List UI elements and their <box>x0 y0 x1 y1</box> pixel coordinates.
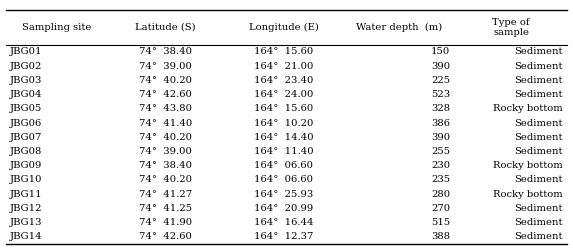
Text: 328: 328 <box>431 104 450 113</box>
Text: Sampling site: Sampling site <box>22 23 91 32</box>
Text: 230: 230 <box>431 161 450 170</box>
Text: 523: 523 <box>431 90 450 99</box>
Text: 74°  39.00: 74° 39.00 <box>139 62 192 71</box>
Text: 164°  12.37: 164° 12.37 <box>254 232 313 242</box>
Text: Rocky bottom: Rocky bottom <box>493 190 563 199</box>
Text: 164°  06.60: 164° 06.60 <box>254 176 313 185</box>
Text: 390: 390 <box>431 62 450 71</box>
Text: Water depth  (m): Water depth (m) <box>356 23 442 32</box>
Text: 74°  39.00: 74° 39.00 <box>139 147 192 156</box>
Text: 74°  40.20: 74° 40.20 <box>139 176 193 185</box>
Text: JBG08: JBG08 <box>10 147 43 156</box>
Text: 164°  11.40: 164° 11.40 <box>254 147 313 156</box>
Text: 164°  24.00: 164° 24.00 <box>254 90 313 99</box>
Text: 150: 150 <box>431 47 450 57</box>
Text: Sediment: Sediment <box>514 90 563 99</box>
Text: 164°  23.40: 164° 23.40 <box>254 76 313 85</box>
Text: Sediment: Sediment <box>514 47 563 57</box>
Text: 225: 225 <box>431 76 450 85</box>
Text: Latitude (S): Latitude (S) <box>135 23 196 32</box>
Text: JBG14: JBG14 <box>10 232 43 242</box>
Text: Sediment: Sediment <box>514 218 563 227</box>
Text: 235: 235 <box>431 176 450 185</box>
Text: JBG09: JBG09 <box>10 161 43 170</box>
Text: 74°  42.60: 74° 42.60 <box>139 232 192 242</box>
Text: JBG05: JBG05 <box>10 104 43 113</box>
Text: 164°  15.60: 164° 15.60 <box>254 104 313 113</box>
Text: 164°  21.00: 164° 21.00 <box>254 62 313 71</box>
Text: 74°  38.40: 74° 38.40 <box>139 161 193 170</box>
Text: Rocky bottom: Rocky bottom <box>493 104 563 113</box>
Text: 164°  15.60: 164° 15.60 <box>254 47 313 57</box>
Text: 515: 515 <box>431 218 450 227</box>
Text: Sediment: Sediment <box>514 176 563 185</box>
Text: 74°  40.20: 74° 40.20 <box>139 76 193 85</box>
Text: Sediment: Sediment <box>514 76 563 85</box>
Text: Longitude (E): Longitude (E) <box>249 23 319 32</box>
Text: Sediment: Sediment <box>514 204 563 213</box>
Text: Sediment: Sediment <box>514 62 563 71</box>
Text: 386: 386 <box>431 119 450 127</box>
Text: 270: 270 <box>431 204 450 213</box>
Text: 74°  41.40: 74° 41.40 <box>139 119 193 127</box>
Text: JBG07: JBG07 <box>10 133 43 142</box>
Text: Sediment: Sediment <box>514 133 563 142</box>
Text: 74°  40.20: 74° 40.20 <box>139 133 193 142</box>
Text: Sediment: Sediment <box>514 119 563 127</box>
Text: JBG10: JBG10 <box>10 176 43 185</box>
Text: Sediment: Sediment <box>514 147 563 156</box>
Text: JBG03: JBG03 <box>10 76 43 85</box>
Text: 74°  41.90: 74° 41.90 <box>139 218 193 227</box>
Text: JBG02: JBG02 <box>10 62 43 71</box>
Text: 164°  14.40: 164° 14.40 <box>254 133 313 142</box>
Text: 74°  41.27: 74° 41.27 <box>139 190 193 199</box>
Text: 74°  42.60: 74° 42.60 <box>139 90 192 99</box>
Text: JBG04: JBG04 <box>10 90 43 99</box>
Text: Sediment: Sediment <box>514 232 563 242</box>
Text: JBG13: JBG13 <box>10 218 43 227</box>
Text: JBG06: JBG06 <box>10 119 42 127</box>
Text: 74°  43.80: 74° 43.80 <box>139 104 193 113</box>
Text: 390: 390 <box>431 133 450 142</box>
Text: 255: 255 <box>431 147 450 156</box>
Text: Rocky bottom: Rocky bottom <box>493 161 563 170</box>
Text: Type of
sample: Type of sample <box>492 18 530 37</box>
Text: 74°  41.25: 74° 41.25 <box>139 204 193 213</box>
Text: 164°  25.93: 164° 25.93 <box>254 190 313 199</box>
Text: JBG12: JBG12 <box>10 204 43 213</box>
Text: 164°  20.99: 164° 20.99 <box>254 204 313 213</box>
Text: 388: 388 <box>431 232 450 242</box>
Text: 74°  38.40: 74° 38.40 <box>139 47 193 57</box>
Text: 280: 280 <box>431 190 450 199</box>
Text: 164°  16.44: 164° 16.44 <box>254 218 313 227</box>
Text: JBG11: JBG11 <box>10 190 43 199</box>
Text: 164°  10.20: 164° 10.20 <box>254 119 313 127</box>
Text: JBG01: JBG01 <box>10 47 43 57</box>
Text: 164°  06.60: 164° 06.60 <box>254 161 313 170</box>
